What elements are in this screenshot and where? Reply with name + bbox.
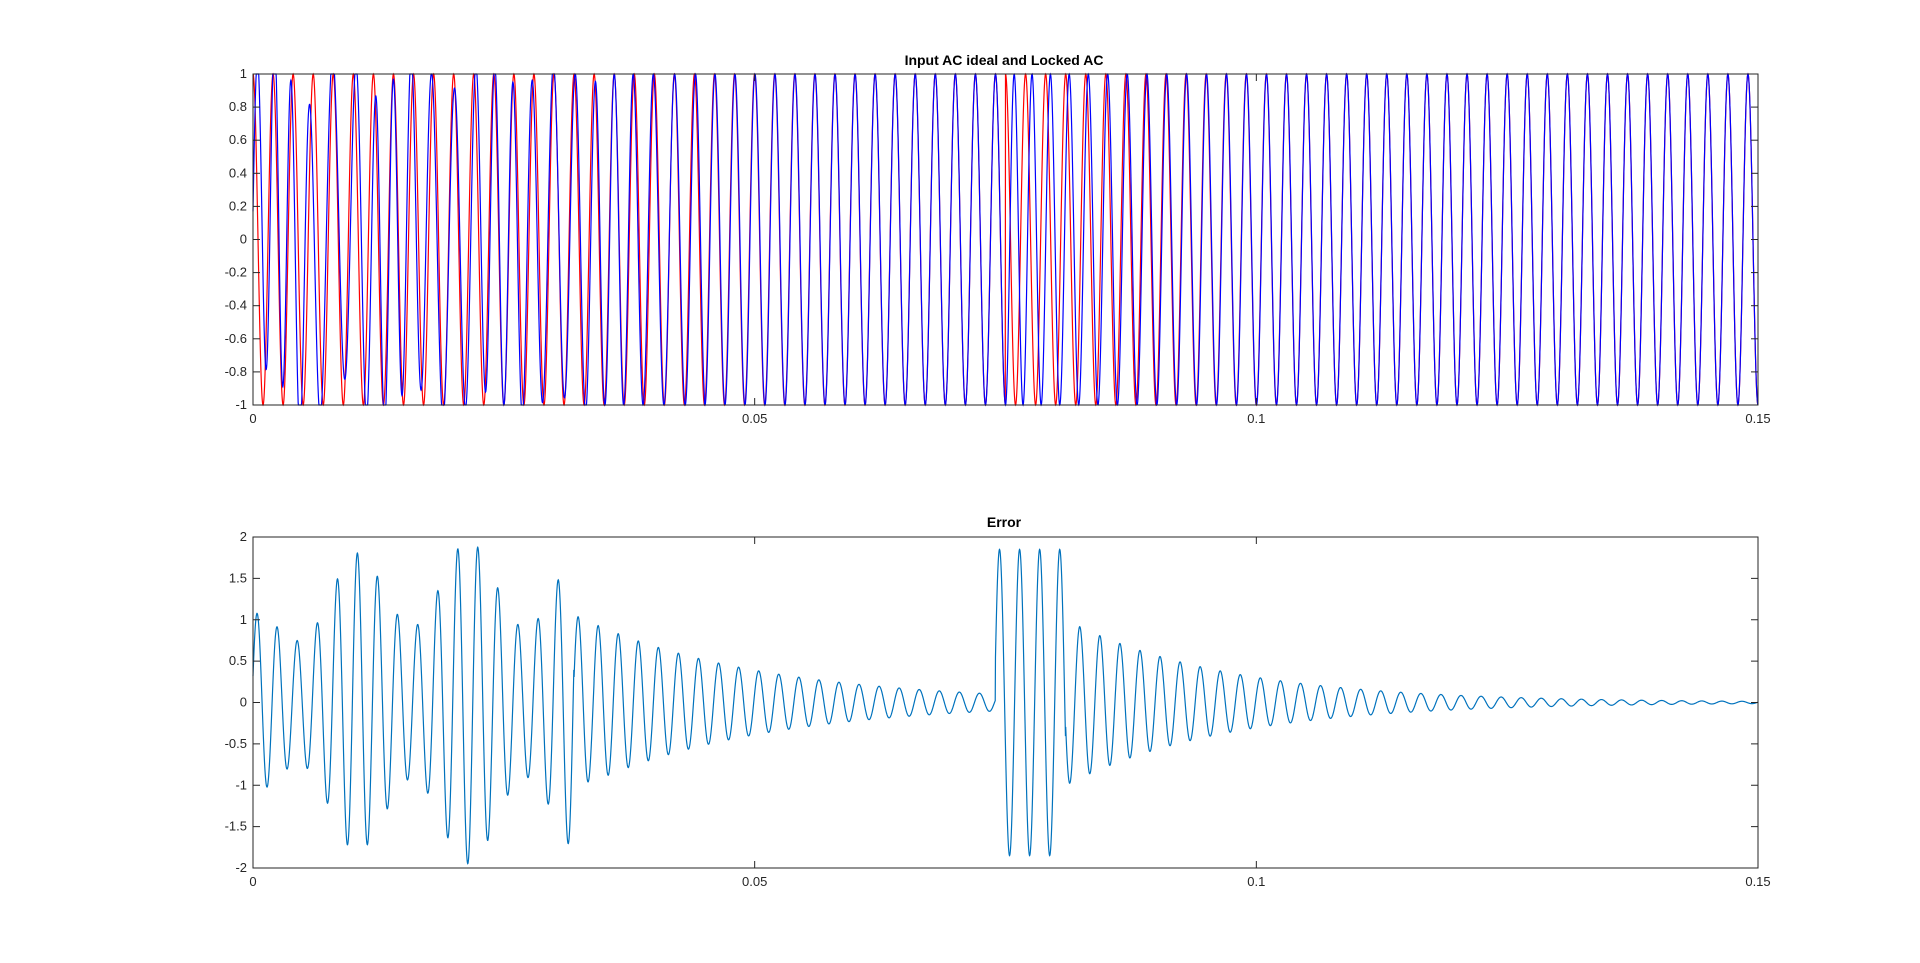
x-tick-label: 0 xyxy=(249,411,256,426)
y-tick-label: 2 xyxy=(240,529,247,544)
y-tick-label: -1.5 xyxy=(225,819,247,834)
y-tick-label: -0.6 xyxy=(225,331,247,346)
x-tick-label: 0 xyxy=(249,874,256,889)
chart-title-top: Input AC ideal and Locked AC xyxy=(905,52,1104,68)
y-tick-label: -1 xyxy=(235,777,247,792)
y-tick-label: 0.2 xyxy=(229,198,247,213)
y-tick-label: -0.5 xyxy=(225,736,247,751)
y-tick-label: 0.8 xyxy=(229,99,247,114)
x-tick-label: 0.15 xyxy=(1745,411,1770,426)
ticks-top: 0 0.05 0.1 0.15 -1 -0.8 -0.6 -0.4 -0.2 0 0.2 0.4 0.6… xyxy=(225,66,1771,426)
x-tick-label: 0.05 xyxy=(742,874,767,889)
axes-bottom: Error 0 0.05 0.1 0.15 -2 -1.5 -1 -0.5 0 0.5 1 1.5 2 xyxy=(225,514,1771,889)
y-tick-label: -0.2 xyxy=(225,265,247,280)
chart-title-bottom: Error xyxy=(987,514,1022,530)
y-tick-label: 0 xyxy=(240,232,247,247)
x-tick-label: 0.1 xyxy=(1247,411,1265,426)
x-tick-label: 0.15 xyxy=(1745,874,1770,889)
y-tick-label: -0.4 xyxy=(225,298,247,313)
series-group-top xyxy=(252,72,1759,407)
y-tick-label: 1 xyxy=(240,612,247,627)
axes-top: Input AC ideal and Locked AC 0 0.05 0.1 0.1… xyxy=(225,52,1771,426)
y-tick-label: 0.6 xyxy=(229,132,247,147)
series-group-bottom xyxy=(252,546,1759,865)
series-line-error xyxy=(252,546,1759,865)
axes-box-bottom xyxy=(252,536,1759,869)
y-tick-label: -1 xyxy=(235,397,247,412)
ticks-bottom: 0 0.05 0.1 0.15 -2 -1.5 -1 -0.5 0 0.5 1 1.5 2 xyxy=(225,529,1771,889)
y-tick-label: 1 xyxy=(240,66,247,81)
y-tick-label: 1.5 xyxy=(229,570,247,585)
y-tick-label: -0.8 xyxy=(225,364,247,379)
x-tick-label: 0.1 xyxy=(1247,874,1265,889)
x-tick-label: 0.05 xyxy=(742,411,767,426)
y-tick-label: 0.5 xyxy=(229,653,247,668)
y-tick-label: 0 xyxy=(240,695,247,710)
y-tick-label: 0.4 xyxy=(229,165,247,180)
y-tick-label: -2 xyxy=(235,860,247,875)
